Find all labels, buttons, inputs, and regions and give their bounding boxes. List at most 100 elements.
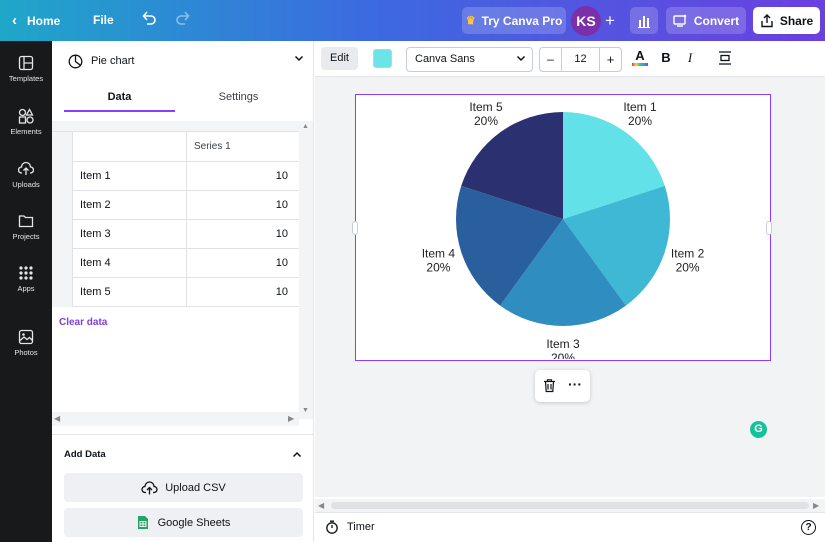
sidebar-item-projects[interactable]: Projects	[0, 213, 52, 241]
try-canva-pro-button[interactable]: ♛ Try Canva Pro	[462, 7, 566, 34]
resize-handle-left[interactable]	[352, 221, 358, 235]
pie-slice-3[interactable]	[500, 219, 626, 326]
elements-icon	[18, 108, 34, 124]
google-sheets-button[interactable]: Google Sheets	[64, 508, 303, 537]
avatar-initials: KS	[576, 13, 596, 29]
row-value-cell[interactable]: 10	[186, 249, 294, 278]
text-color-rainbow-bar	[632, 63, 648, 66]
horizontal-scrollbar[interactable]: ◀ ▶	[52, 412, 299, 426]
tab-settings[interactable]: Settings	[183, 82, 294, 112]
chart-type-select[interactable]: Pie chart	[68, 51, 304, 71]
sidebar-label: Photos	[14, 348, 38, 357]
vertical-scrollbar[interactable]: ▲ ▼	[299, 121, 313, 419]
spacing-button[interactable]	[717, 50, 735, 68]
pie-label-category: Item 1	[623, 100, 657, 114]
resize-handle-right[interactable]	[766, 221, 772, 235]
sidebar-item-apps[interactable]: Apps	[0, 265, 52, 293]
timer-button[interactable]: Timer	[325, 520, 375, 534]
column-header-series-1[interactable]: Series 1	[186, 132, 299, 162]
row-label-cell[interactable]: Item 1	[80, 170, 111, 182]
top-bar: ‹ Home File ♛ Try Canva Pro KS + Convert…	[0, 0, 825, 41]
avatar[interactable]: KS	[571, 6, 601, 36]
left-sidebar: Templates Elements Uploads Projects Apps…	[0, 41, 52, 542]
sidebar-label: Apps	[17, 284, 35, 293]
pie-slice-5[interactable]	[461, 112, 563, 219]
pie-label-category: Item 3	[546, 337, 580, 351]
grammarly-icon: G	[754, 423, 763, 435]
sidebar-item-photos[interactable]: Photos	[0, 329, 52, 357]
clear-data-link[interactable]: Clear data	[59, 317, 108, 328]
spacing-icon	[719, 51, 731, 65]
chart-selection-box[interactable]: Item 1 20% Item 2 20% Item 3 20% Item 4 20% Item…	[352, 94, 772, 361]
tab-data[interactable]: Data	[64, 82, 175, 112]
row-value-cell[interactable]: 10	[186, 220, 294, 249]
row-label-cell[interactable]: Item 5	[80, 286, 111, 298]
convert-label: Convert	[693, 13, 740, 28]
font-size-increase-button[interactable]: +	[599, 48, 621, 71]
file-label: File	[93, 13, 114, 27]
table-row[interactable]: Item 5 10	[52, 278, 299, 307]
projects-icon	[18, 215, 34, 228]
row-label-cell[interactable]: Item 4	[80, 257, 111, 269]
more-options-button[interactable]: ···	[566, 376, 584, 394]
scroll-thumb[interactable]	[331, 502, 809, 509]
font-size-decrease-button[interactable]: –	[540, 48, 562, 71]
add-data-section-toggle[interactable]: Add Data	[64, 449, 302, 463]
pie-label-percent: 20%	[474, 114, 498, 128]
photos-icon	[18, 329, 34, 345]
delete-button[interactable]	[542, 378, 558, 394]
pie-slice-4[interactable]	[456, 185, 563, 306]
divider	[52, 434, 314, 435]
row-label-cell[interactable]: Item 3	[80, 228, 111, 240]
font-size-stepper[interactable]: – 12 +	[539, 47, 622, 72]
pie-slice-1[interactable]	[563, 112, 665, 219]
scroll-right-arrow[interactable]: ▶	[813, 501, 820, 510]
convert-button[interactable]: Convert	[666, 7, 746, 34]
table-row[interactable]: Item 4 10	[52, 249, 299, 278]
chevron-left-icon: ‹	[12, 12, 17, 29]
table-row[interactable]: Item 1 10	[52, 162, 299, 191]
file-menu-button[interactable]: File	[93, 13, 114, 27]
chart-type-label: Pie chart	[91, 55, 135, 67]
design-canvas[interactable]: Item 1 20% Item 2 20% Item 3 20% Item 4 20% Item…	[315, 77, 825, 497]
scroll-right-arrow[interactable]: ▶	[288, 414, 295, 423]
scroll-down-arrow[interactable]: ▼	[302, 407, 309, 414]
color-swatch-button[interactable]	[373, 49, 392, 68]
row-label-cell[interactable]: Item 2	[80, 199, 111, 211]
font-size-input[interactable]: 12	[574, 53, 587, 65]
row-value-cell[interactable]: 10	[186, 191, 294, 220]
row-value-cell[interactable]: 10	[186, 162, 294, 191]
table-row[interactable]: Item 2 10	[52, 191, 299, 220]
scroll-left-arrow[interactable]: ◀	[318, 501, 325, 510]
undo-button[interactable]	[140, 9, 158, 27]
table-row[interactable]: Item 3 10	[52, 220, 299, 249]
canvas-horizontal-scrollbar[interactable]: ◀ ▶	[315, 499, 825, 512]
upload-csv-button[interactable]: Upload CSV	[64, 473, 303, 502]
row-value-cell[interactable]: 10	[186, 278, 294, 307]
sidebar-item-templates[interactable]: Templates	[0, 55, 52, 83]
add-collaborator-button[interactable]: +	[598, 7, 622, 34]
pie-label-category: Item 4	[422, 246, 456, 260]
text-color-button[interactable]: A	[630, 49, 650, 69]
scroll-left-arrow[interactable]: ◀	[54, 414, 61, 423]
google-sheets-label: Google Sheets	[157, 516, 231, 529]
grammarly-button[interactable]: G	[750, 421, 767, 438]
help-button[interactable]: ?	[801, 520, 816, 535]
home-button[interactable]: ‹ Home	[12, 12, 60, 29]
bar-chart-icon	[638, 15, 650, 28]
bold-button[interactable]: B	[658, 50, 674, 68]
text-color-icon: A	[635, 48, 645, 63]
help-icon: ?	[805, 522, 812, 533]
insights-button[interactable]	[630, 7, 658, 34]
apps-icon	[19, 266, 33, 280]
scroll-up-arrow[interactable]: ▲	[302, 123, 309, 130]
share-button[interactable]: Share	[753, 7, 820, 34]
sidebar-item-elements[interactable]: Elements	[0, 108, 52, 136]
italic-button[interactable]: I	[682, 50, 698, 68]
edit-button[interactable]: Edit	[321, 47, 358, 70]
redo-button[interactable]	[174, 9, 192, 27]
undo-icon	[142, 11, 156, 25]
sidebar-item-uploads[interactable]: Uploads	[0, 161, 52, 189]
pie-slice-2[interactable]	[563, 185, 670, 306]
font-family-select[interactable]: Canva Sans	[406, 47, 533, 72]
